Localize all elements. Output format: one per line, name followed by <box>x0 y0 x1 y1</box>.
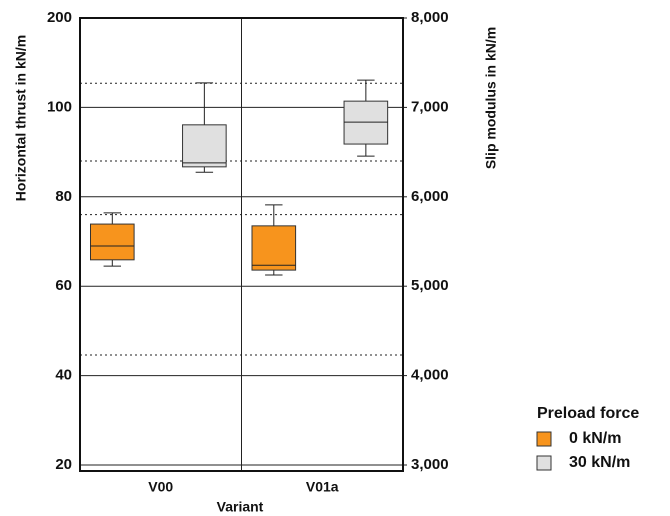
y-tick-label: 60 <box>55 277 72 294</box>
legend-label: 30 kN/m <box>569 454 630 471</box>
box <box>89 223 135 261</box>
legend-title: Preload force <box>537 405 639 422</box>
y2-axis-title: Slip modulus in kN/m <box>483 27 499 169</box>
legend-swatch <box>536 431 552 447</box>
y2-tick-label: 6,000 <box>411 188 449 205</box>
y-tick-label: 80 <box>55 188 72 205</box>
y2-tick-label: 7,000 <box>411 98 449 115</box>
y-tick-label: 200 <box>47 9 72 26</box>
plot-frame <box>79 17 404 472</box>
y2-tick-label: 4,000 <box>411 367 449 384</box>
legend-swatch <box>536 455 552 471</box>
y2-tick-label: 8,000 <box>411 9 449 26</box>
x-tick-label: V01a <box>306 479 339 495</box>
y2-tick-label: 5,000 <box>411 277 449 294</box>
x-tick-label: V00 <box>148 479 173 495</box>
y-axis-title: Horizontal thrust in kN/m <box>13 35 29 201</box>
y2-tick-label: 3,000 <box>411 456 449 473</box>
box <box>251 225 297 271</box>
y-tick-label: 40 <box>55 367 72 384</box>
y-tick-label: 100 <box>47 98 72 115</box>
x-axis-title: Variant <box>217 499 264 515</box>
box <box>182 124 227 168</box>
legend-label: 0 kN/m <box>569 430 621 447</box>
y-tick-label: 20 <box>55 456 72 473</box>
